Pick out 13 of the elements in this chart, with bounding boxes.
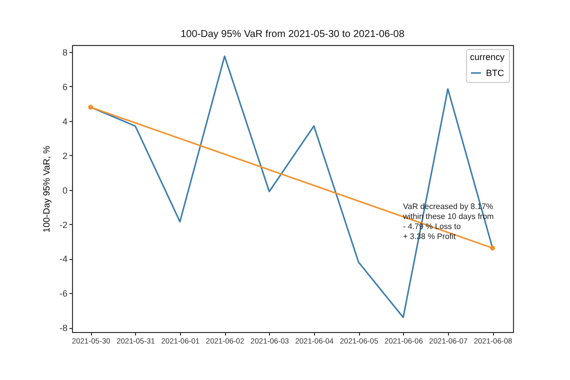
chart-title: 100-Day 95% VaR from 2021-05-30 to 2021-06-08: [180, 29, 405, 40]
y-tick-label: -2: [59, 220, 68, 230]
y-tick-label: -8: [59, 323, 68, 334]
y-tick-label: 0: [62, 185, 68, 196]
y-tick-label: 4: [62, 116, 68, 126]
legend-title: currency: [470, 52, 506, 62]
y-tick-label: 8: [62, 47, 68, 58]
legend-label: BTC: [486, 68, 504, 78]
y-axis-title: 100-Day 95% VaR, %: [42, 146, 52, 232]
y-tick-label: 6: [62, 82, 68, 92]
y-tick-label: -4: [59, 254, 68, 264]
y-tick-label: -6: [59, 288, 68, 299]
y-tick-label: 2: [62, 150, 68, 161]
